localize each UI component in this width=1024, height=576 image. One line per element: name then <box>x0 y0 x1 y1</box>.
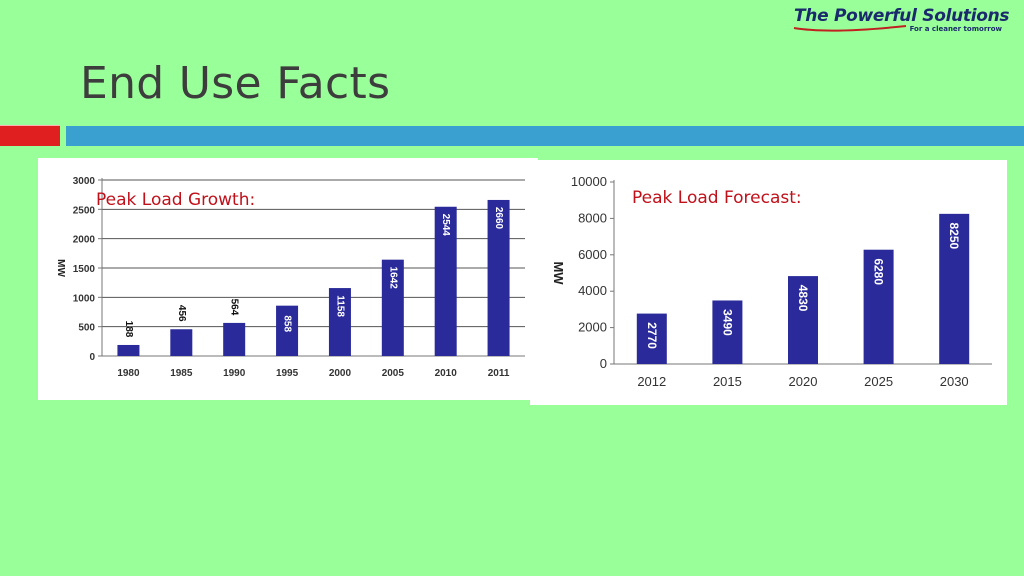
forecast-ylabel: MW <box>551 261 566 285</box>
divider-highlight <box>0 125 60 126</box>
growth-ytick-label: 0 <box>89 352 95 363</box>
growth-xtick-label: 1985 <box>170 368 193 379</box>
forecast-ytick-label: 6000 <box>578 247 607 262</box>
company-logo: The Powerful Solutions For a cleaner tom… <box>790 6 1010 36</box>
logo-tagline: For a cleaner tomorrow <box>909 25 1002 33</box>
peak-load-growth-title: Peak Load Growth: <box>96 190 256 210</box>
growth-data-label: 858 <box>282 315 293 332</box>
forecast-bar <box>863 249 894 364</box>
peak-load-growth-svg: 0 500 1000 1500 2000 2500 3000 MW 1980 188 1985 456… <box>55 176 525 379</box>
forecast-ytick-label: 2000 <box>578 320 607 335</box>
growth-xtick-label: 2000 <box>329 368 352 379</box>
growth-data-label: 1642 <box>387 267 398 290</box>
peak-load-forecast-chart: 0 2000 4000 6000 8000 10000 MW 2012 2770 2015 3490… <box>530 160 1007 405</box>
growth-ytick-label: 3000 <box>73 176 96 187</box>
forecast-xtick-label: 2015 <box>713 374 742 389</box>
accent-bar-blue <box>66 126 1024 146</box>
growth-data-label: 456 <box>176 305 187 322</box>
growth-ytick-label: 2500 <box>73 205 96 216</box>
growth-xtick-label: 1990 <box>223 368 246 379</box>
growth-xtick-label: 2005 <box>382 368 405 379</box>
growth-ytick-label: 2000 <box>73 235 96 246</box>
peak-load-growth-chart: 0 500 1000 1500 2000 2500 3000 MW 1980 188 1985 456… <box>38 158 538 400</box>
forecast-data-label: 2770 <box>645 322 659 349</box>
growth-bar <box>487 199 510 356</box>
peak-load-forecast-svg: 0 2000 4000 6000 8000 10000 MW 2012 2770 2015 3490… <box>551 174 992 389</box>
growth-xtick-label: 1980 <box>117 368 140 379</box>
forecast-bar <box>636 313 667 364</box>
growth-data-label: 1158 <box>334 295 345 317</box>
growth-xtick-label: 2010 <box>435 368 458 379</box>
growth-ytick-label: 1500 <box>73 264 96 275</box>
page-title: End Use Facts <box>80 58 391 109</box>
growth-ytick-label: 500 <box>78 323 95 334</box>
peak-load-forecast-title: Peak Load Forecast: <box>632 188 802 208</box>
growth-data-label: 2660 <box>493 207 504 230</box>
growth-bar <box>170 329 193 356</box>
forecast-xtick-label: 2012 <box>637 374 666 389</box>
forecast-data-label: 3490 <box>720 309 734 336</box>
forecast-bar <box>712 300 743 364</box>
forecast-xtick-label: 2030 <box>940 374 969 389</box>
growth-ytick-label: 1000 <box>73 293 96 304</box>
growth-bar <box>276 305 299 356</box>
growth-xtick-label: 1995 <box>276 368 299 379</box>
forecast-ytick-label: 8000 <box>578 210 607 225</box>
growth-bar <box>434 206 457 356</box>
forecast-xtick-label: 2020 <box>789 374 818 389</box>
growth-bar <box>117 344 140 356</box>
forecast-data-label: 4830 <box>796 285 810 312</box>
growth-data-label: 188 <box>123 321 134 338</box>
logo-swoosh-icon <box>793 25 907 32</box>
forecast-ytick-label: 10000 <box>571 174 607 189</box>
growth-bar <box>381 259 404 356</box>
growth-bar <box>223 322 246 356</box>
growth-xtick-label: 2011 <box>488 368 510 379</box>
forecast-bar <box>939 213 970 364</box>
forecast-data-label: 6280 <box>872 258 886 285</box>
forecast-xtick-label: 2025 <box>864 374 893 389</box>
forecast-ytick-label: 0 <box>600 356 607 371</box>
forecast-data-label: 8250 <box>947 222 961 249</box>
forecast-ytick-label: 4000 <box>578 283 607 298</box>
logo-name: The Powerful Solutions <box>794 6 1010 26</box>
forecast-bar <box>788 276 818 364</box>
growth-data-label: 2544 <box>440 214 451 237</box>
growth-data-label: 564 <box>229 299 240 316</box>
growth-bar <box>328 288 351 356</box>
accent-bar-red <box>0 126 60 146</box>
growth-ylabel: MW <box>55 259 66 277</box>
